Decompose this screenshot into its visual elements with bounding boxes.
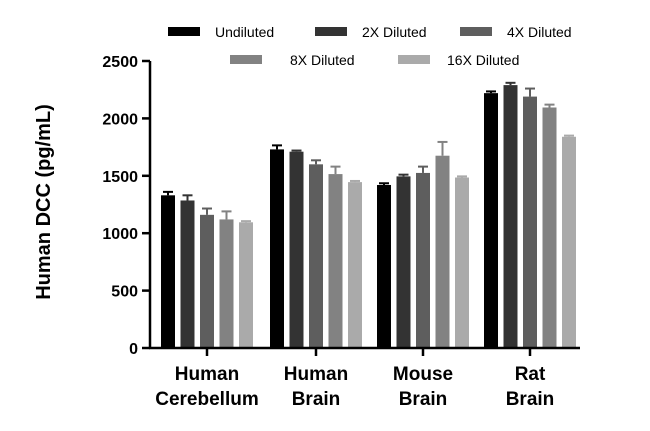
legend-label: 8X Diluted (290, 52, 355, 68)
bar (503, 85, 518, 348)
legend-swatch (398, 55, 430, 64)
bar (562, 136, 576, 348)
bar (289, 151, 304, 348)
bar (200, 214, 214, 348)
legend-label: 2X Diluted (362, 24, 427, 40)
y-tick-label: 2500 (102, 54, 138, 71)
x-category-label: Rat (515, 364, 546, 385)
y-axis-title: Human DCC (pg/mL) (33, 104, 55, 300)
bar (348, 182, 362, 348)
bar (180, 200, 195, 348)
y-tick-label: 2000 (102, 111, 138, 128)
y-tick-label: 1500 (102, 169, 138, 186)
x-category-label: Cerebellum (155, 389, 258, 410)
legend-swatch (315, 27, 347, 36)
bar (270, 149, 284, 348)
bar (396, 176, 411, 348)
bar (416, 172, 430, 348)
legend-label: 16X Diluted (447, 52, 519, 68)
bars (161, 81, 576, 348)
bar (309, 164, 323, 348)
bar (542, 107, 557, 348)
bar (161, 195, 175, 348)
legend-swatch (230, 55, 262, 64)
bar (435, 155, 450, 348)
legend-label: 4X Diluted (507, 24, 572, 40)
x-category-label: Brain (399, 389, 448, 410)
legend: Undiluted 2X Diluted 4X Diluted 8X Diluted 1… (168, 24, 572, 68)
bar (484, 93, 498, 348)
x-category-label: Mouse (393, 364, 453, 385)
legend-swatch (168, 27, 200, 36)
bar (328, 174, 343, 348)
y-tick-label: 500 (111, 284, 138, 301)
y-tick-label: 0 (129, 341, 138, 358)
x-category-label: Human (284, 364, 348, 385)
bar (455, 177, 469, 348)
bar (523, 96, 537, 348)
legend-swatch (460, 27, 492, 36)
x-category-label: Human (175, 364, 239, 385)
x-category-label: Brain (506, 389, 555, 410)
x-category-label: Brain (292, 389, 341, 410)
y-tick-label: 1000 (102, 226, 138, 243)
bar (377, 184, 391, 348)
bar (239, 222, 253, 348)
bar (219, 219, 234, 348)
axes: 0 500 1000 1500 2000 2500 Human Cerebellum Human… (102, 54, 580, 410)
legend-label: Undiluted (215, 24, 274, 40)
